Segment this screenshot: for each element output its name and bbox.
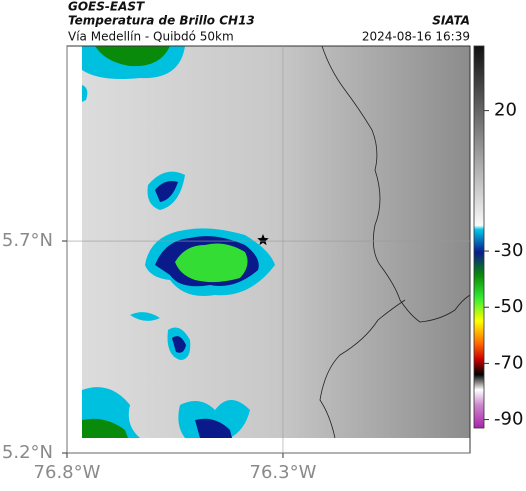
clouds [82, 46, 275, 438]
satellite: GOES-EAST [68, 0, 145, 14]
colorbar-label: -50 [494, 296, 523, 317]
colorbar-label: -30 [494, 240, 523, 261]
border-line [319, 45, 471, 439]
location-marker [257, 234, 269, 246]
route: Vía Medellín - Quibdó 50km [68, 30, 234, 44]
imagery [82, 46, 470, 438]
colorbar-label: -90 [494, 409, 523, 430]
x-tick-label: 76.8°W [34, 462, 101, 483]
y-tick-label: 5.2°N [2, 442, 53, 463]
colorbar-label: -70 [494, 352, 523, 373]
y-tick-label: 5.7°N [2, 230, 53, 251]
colorbar-label: 20 [494, 100, 517, 121]
datetime: 2024-08-16 16:39 [362, 30, 470, 44]
colorbar [473, 45, 485, 429]
product: Temperatura de Brillo CH13 [68, 14, 255, 28]
x-tick-label: 76.3°W [250, 462, 317, 483]
source: SIATA [432, 14, 470, 28]
